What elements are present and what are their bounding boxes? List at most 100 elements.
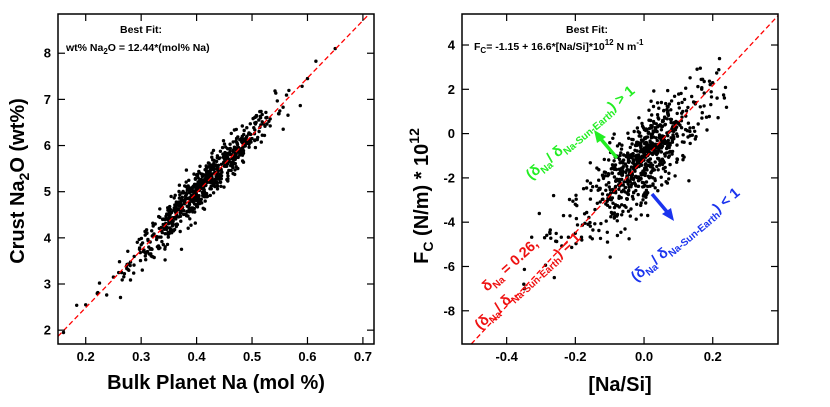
y-tick-label: 0 <box>448 126 455 141</box>
data-point <box>187 191 191 195</box>
data-point <box>613 214 617 218</box>
data-point <box>147 245 151 249</box>
data-point <box>604 188 608 192</box>
data-point <box>163 258 167 262</box>
data-point <box>178 229 182 234</box>
right-x-axis-label: [Na/Si] <box>588 374 651 396</box>
data-point <box>545 233 549 237</box>
data-point <box>666 105 670 109</box>
data-point <box>284 93 289 97</box>
data-point <box>601 176 606 181</box>
data-point <box>215 187 220 191</box>
data-point <box>633 174 638 179</box>
data-point <box>639 171 643 175</box>
data-point <box>629 155 633 160</box>
data-point <box>675 143 679 147</box>
data-point <box>522 282 526 286</box>
data-point <box>97 281 102 285</box>
data-point <box>608 141 612 145</box>
y-tick-label: 7 <box>44 92 51 107</box>
data-point <box>216 177 220 181</box>
data-point <box>650 142 654 147</box>
data-point <box>177 196 182 200</box>
data-point <box>188 208 192 213</box>
data-point <box>208 170 212 174</box>
data-point <box>651 176 655 180</box>
data-point <box>567 197 572 202</box>
data-point <box>132 263 136 267</box>
data-point <box>613 203 618 207</box>
data-point <box>273 89 277 93</box>
data-point <box>707 79 712 83</box>
data-point <box>632 190 636 194</box>
data-point <box>612 132 616 136</box>
data-point <box>122 275 126 279</box>
data-point <box>218 149 223 153</box>
data-point <box>597 178 601 182</box>
data-point <box>189 206 194 210</box>
data-point <box>254 115 258 119</box>
data-point <box>656 125 660 129</box>
data-point <box>688 76 692 80</box>
y-tick-label: 5 <box>44 184 51 199</box>
data-point <box>644 195 648 199</box>
data-point <box>675 111 679 116</box>
data-point <box>554 231 558 236</box>
data-point <box>641 139 645 143</box>
data-point <box>191 184 195 188</box>
data-point <box>629 207 633 211</box>
data-point <box>642 184 646 189</box>
data-point <box>154 237 159 242</box>
data-point <box>696 122 700 126</box>
data-point <box>229 168 233 173</box>
data-point <box>181 212 186 217</box>
data-point <box>580 238 584 242</box>
data-point <box>159 225 163 230</box>
data-point <box>691 100 696 104</box>
data-point <box>659 128 664 132</box>
data-point <box>635 140 640 144</box>
data-point <box>659 142 663 146</box>
data-point <box>61 330 66 335</box>
data-point <box>143 229 147 234</box>
x-tick-label: 0.0 <box>635 349 653 364</box>
data-point <box>615 177 619 181</box>
data-point <box>603 170 608 175</box>
data-point <box>522 267 527 272</box>
y-tick-label: 6 <box>44 138 51 153</box>
data-point <box>709 90 713 94</box>
data-point <box>647 108 651 112</box>
data-point <box>632 181 637 185</box>
data-point <box>138 258 143 263</box>
data-point <box>613 163 618 167</box>
data-point <box>686 105 690 110</box>
data-point <box>573 202 577 206</box>
right-fit-line <box>470 15 779 345</box>
data-point <box>643 166 647 170</box>
data-point <box>637 143 642 147</box>
data-point <box>644 191 648 196</box>
data-point <box>211 148 216 153</box>
data-point <box>646 131 650 135</box>
data-point <box>656 168 660 172</box>
data-point <box>608 205 612 209</box>
data-point <box>163 227 167 231</box>
data-point <box>673 128 678 132</box>
data-point <box>681 153 685 158</box>
data-point <box>161 242 165 247</box>
data-point <box>150 229 154 233</box>
data-point <box>653 160 657 164</box>
data-point <box>662 138 667 142</box>
data-point <box>198 183 202 188</box>
data-point <box>253 122 258 126</box>
data-point <box>642 152 647 156</box>
data-point <box>584 186 589 190</box>
data-point <box>639 176 643 181</box>
data-point <box>187 205 191 210</box>
data-point <box>648 139 652 143</box>
data-point <box>210 155 214 159</box>
data-point <box>206 165 210 169</box>
data-point <box>659 150 663 154</box>
data-point <box>619 147 624 151</box>
